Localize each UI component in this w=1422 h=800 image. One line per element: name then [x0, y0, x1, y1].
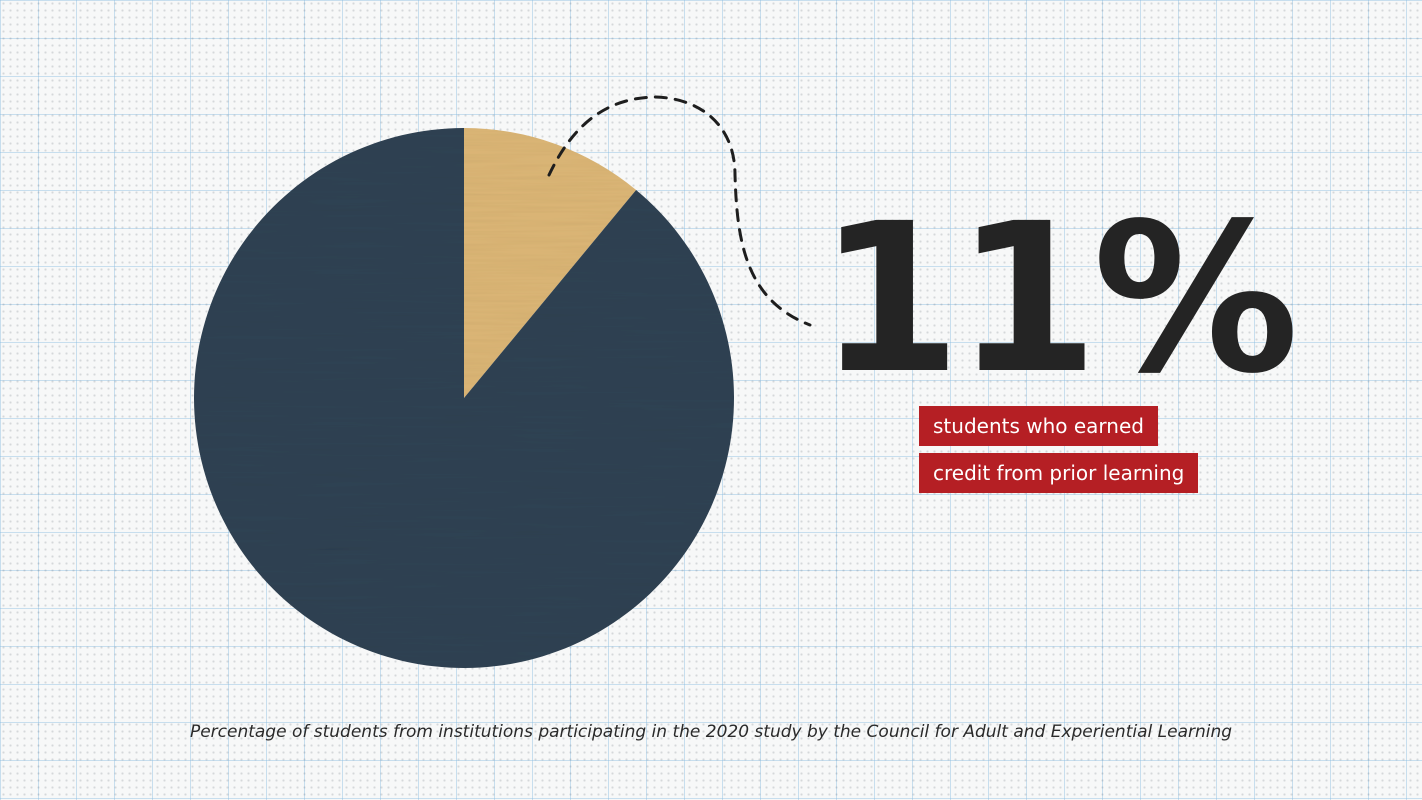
chart-caption: Percentage of students from institutions… [189, 722, 1233, 742]
annotation-label-line-1: students who earned [919, 406, 1158, 446]
pie-slice-remainder [193, 128, 735, 669]
pie-slice-highlight [464, 128, 637, 398]
pie-slices [193, 128, 735, 669]
dashed-connector-line [547, 95, 812, 327]
highlight-percentage: 11% [818, 179, 1299, 419]
annotation-label-line-2: credit from prior learning [919, 453, 1199, 493]
